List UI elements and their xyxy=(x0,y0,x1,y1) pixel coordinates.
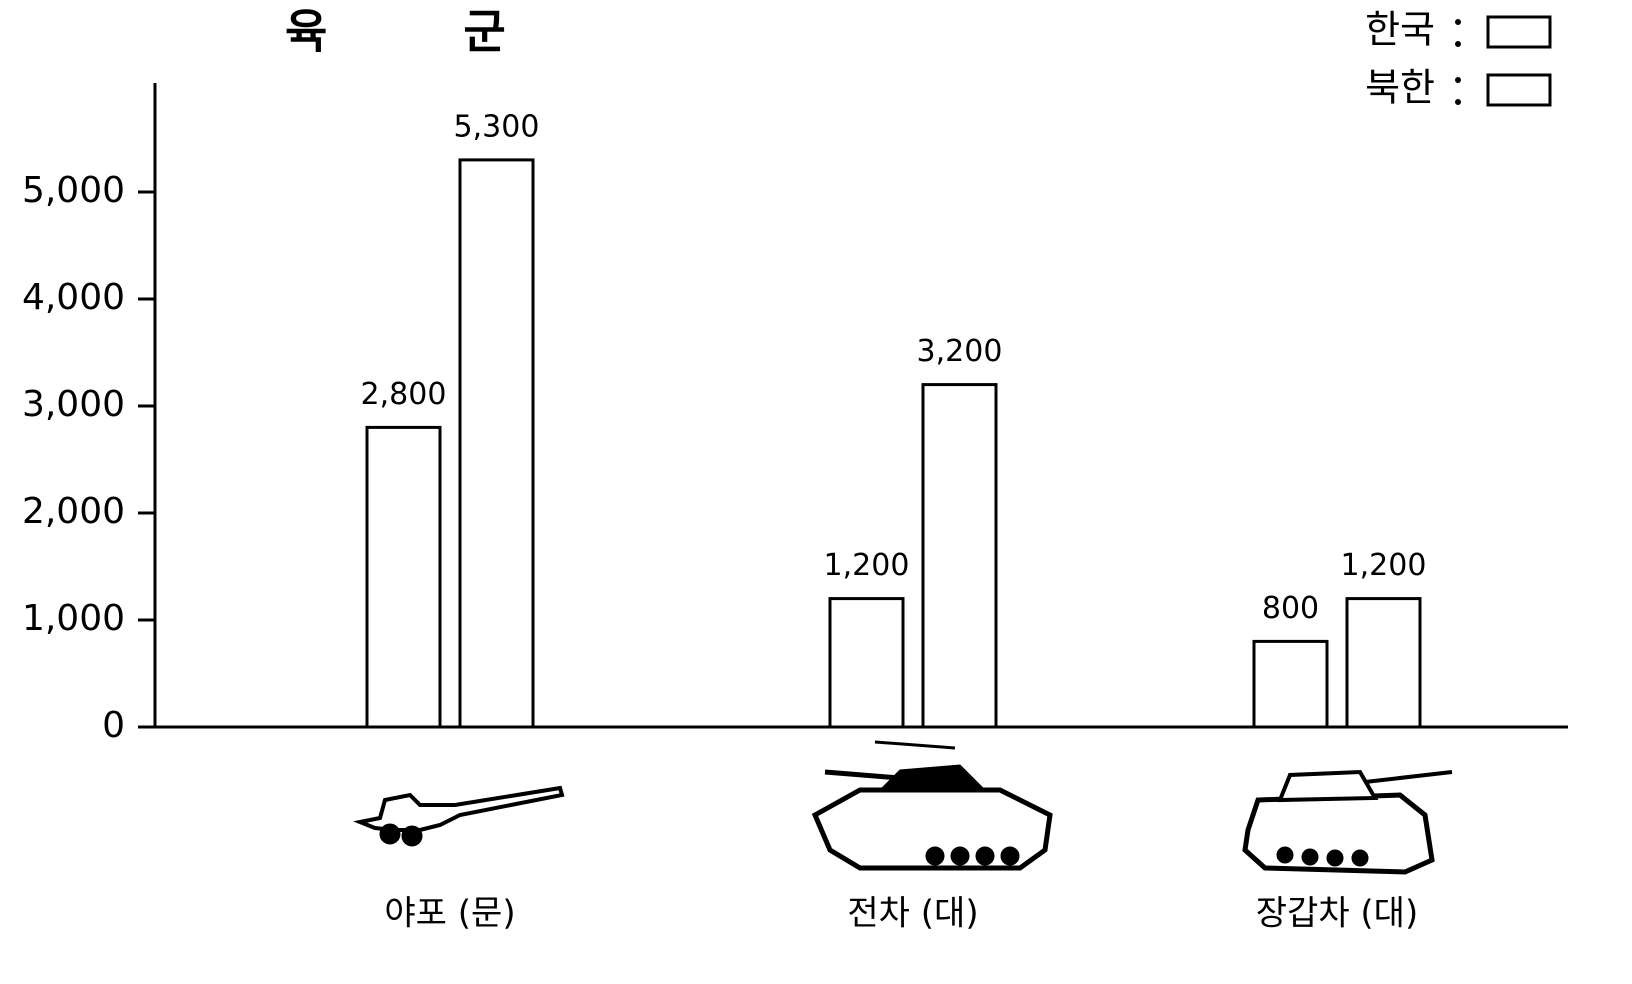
legend-colon xyxy=(1455,41,1461,47)
value-label: 1,200 xyxy=(824,548,910,583)
legend-swatch xyxy=(1486,15,1552,49)
y-tick-label: 1,000 xyxy=(22,598,125,639)
value-label: 1,200 xyxy=(1341,548,1427,583)
legend-label: 북한 xyxy=(1365,66,1435,110)
y-tick-label: 4,000 xyxy=(22,277,125,318)
legend-colon xyxy=(1455,19,1461,25)
bar xyxy=(828,597,905,729)
value-label: 2,800 xyxy=(361,377,447,412)
y-tick-label: 2,000 xyxy=(22,491,125,532)
y-tick-label: 0 xyxy=(102,705,125,746)
bar xyxy=(365,425,442,729)
legend-label: 한국 xyxy=(1365,8,1435,52)
legend-swatch xyxy=(1486,73,1552,107)
bar xyxy=(458,158,535,729)
y-tick-label: 3,000 xyxy=(22,384,125,425)
value-label: 5,300 xyxy=(454,109,540,144)
x-tick-label: 전차 (대) xyxy=(847,894,978,934)
bar xyxy=(921,383,998,729)
cannon-icon xyxy=(353,785,565,847)
chart-title: 육 군 xyxy=(285,5,566,59)
value-label: 3,200 xyxy=(917,334,1003,369)
x-tick-label: 야포 (문) xyxy=(384,894,515,934)
apc-icon xyxy=(1242,769,1453,875)
y-tick-label: 5,000 xyxy=(22,170,125,211)
tank-icon xyxy=(811,740,1053,871)
legend-colon xyxy=(1455,77,1461,83)
bar xyxy=(1345,597,1422,729)
x-tick-label: 장갑차 (대) xyxy=(1256,894,1418,934)
value-label: 800 xyxy=(1262,591,1319,626)
bar xyxy=(1252,639,1329,729)
legend-colon xyxy=(1455,99,1461,105)
